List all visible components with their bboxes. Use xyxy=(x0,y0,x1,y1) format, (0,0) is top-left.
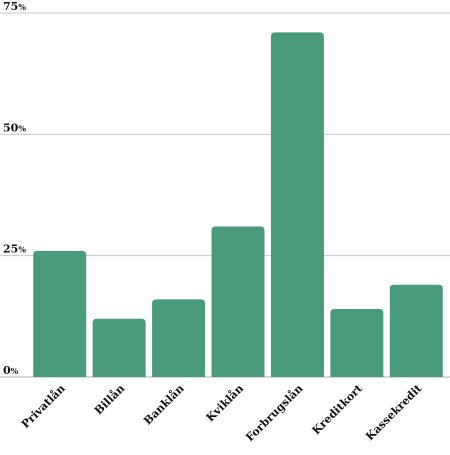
y-axis-ticks: 0% 25% 50% 75% xyxy=(3,0,26,377)
x-tick-label: Banklån xyxy=(141,382,187,428)
y-tick-label: 75% xyxy=(3,0,26,13)
bar-kassekredit xyxy=(389,284,443,377)
y-tick-label: 0% xyxy=(3,364,19,377)
x-tick-label: Kviklån xyxy=(204,382,246,424)
x-tick-label: Kassekredit xyxy=(363,381,425,443)
x-tick-label: Billån xyxy=(92,382,127,417)
bar-kreditkort xyxy=(330,309,384,377)
y-tick-label: 50% xyxy=(3,121,26,134)
bar-billån xyxy=(92,318,146,377)
bar-forbrugslån xyxy=(270,32,324,378)
bars xyxy=(33,32,443,378)
y-tick-label: 25% xyxy=(3,243,26,256)
bar-privatlån xyxy=(33,250,87,377)
x-tick-label: Kreditkort xyxy=(310,381,366,437)
x-axis-labels: Privatlån Billån Banklån KviklånForbrugslån… xyxy=(19,381,425,444)
x-tick-label: Forbrugslån xyxy=(243,382,305,444)
x-tick-label: Privatlån xyxy=(19,382,68,431)
bar-kviklån xyxy=(211,226,265,377)
bar-banklån xyxy=(152,299,206,377)
